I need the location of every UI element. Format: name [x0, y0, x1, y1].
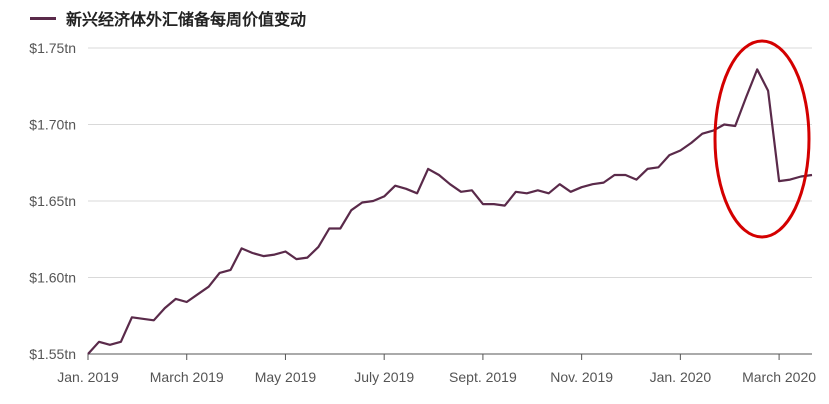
x-tick-label: Jan. 2020 [650, 369, 712, 385]
x-tick-label: Jan. 2019 [57, 369, 119, 385]
x-tick-label: May 2019 [255, 369, 317, 385]
x-tick-label: March 2020 [742, 369, 816, 385]
y-tick-label: $1.70tn [29, 117, 76, 133]
x-axis-ticks: Jan. 2019 March 2019 May 2019 July 2019 Sept… [57, 354, 816, 385]
x-tick-label: Nov. 2019 [550, 369, 613, 385]
grid-lines [88, 47, 812, 278]
x-tick-label: Sept. 2019 [449, 369, 517, 385]
y-tick-label: $1.65tn [29, 193, 76, 209]
y-tick-label: $1.55tn [29, 346, 76, 362]
series-line [87, 68, 813, 355]
legend-swatch [30, 16, 56, 20]
x-tick-label: March 2019 [150, 369, 224, 385]
y-tick-label: $1.75tn [29, 40, 76, 56]
x-tick-label: July 2019 [354, 369, 414, 385]
legend-label: 新兴经济体外汇储备每周价值变动 [66, 10, 307, 29]
legend: 新兴经济体外汇储备每周价值变动 [30, 6, 306, 30]
y-tick-label: $1.60tn [29, 270, 76, 286]
y-axis-ticks: $1.55tn $1.60tn $1.65tn $1.70tn $1.75tn [29, 40, 76, 362]
highlight-ellipse [713, 39, 811, 239]
